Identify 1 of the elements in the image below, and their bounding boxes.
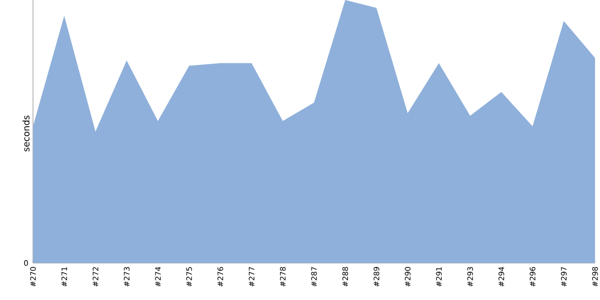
y-axis-title: seconds <box>22 116 30 152</box>
